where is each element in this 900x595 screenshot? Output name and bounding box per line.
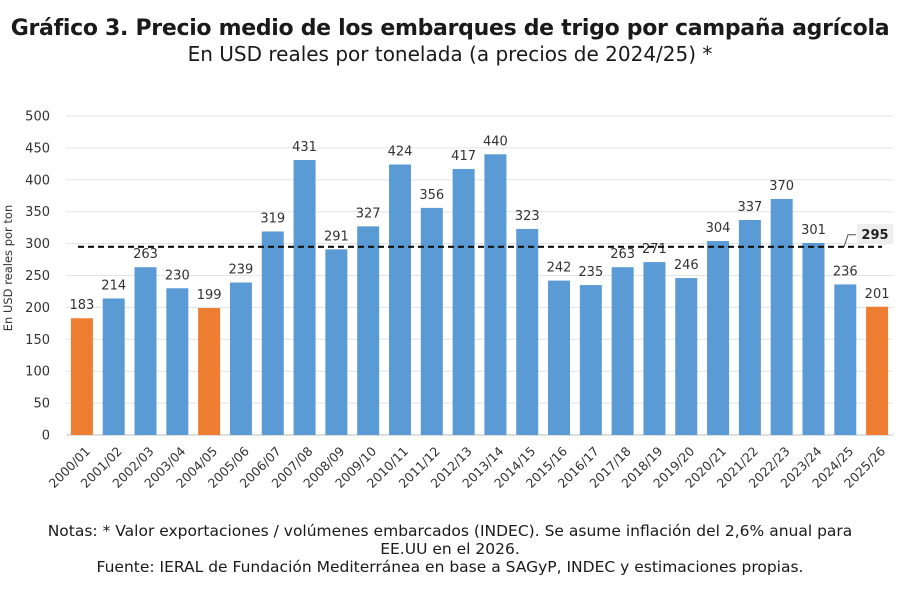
y-tick-label: 450 [25, 141, 50, 156]
bar-2012-13 [452, 168, 475, 436]
bar-2001-02 [102, 298, 125, 435]
bars [70, 154, 889, 436]
bar-2011-12 [420, 207, 443, 435]
bar-2021-22 [738, 219, 761, 435]
data-label: 304 [706, 221, 731, 236]
y-tick-label: 200 [25, 301, 50, 316]
notes-line-1: Notas: * Valor exportaciones / volúmenes… [47, 522, 853, 540]
y-tick-label: 100 [25, 365, 50, 380]
bar-2018-19 [643, 262, 666, 435]
data-label: 235 [578, 265, 603, 280]
data-label: 183 [69, 298, 94, 313]
data-label: 323 [515, 209, 540, 224]
data-label: 291 [324, 229, 349, 244]
data-label: 440 [483, 134, 508, 149]
bar-2010-11 [388, 164, 411, 435]
data-label: 236 [833, 264, 858, 279]
data-label: 431 [292, 140, 317, 155]
gridlines [66, 115, 893, 436]
bar-2006-07 [261, 231, 284, 435]
data-label: 271 [642, 242, 667, 257]
bar-2007-08 [293, 160, 316, 435]
data-label: 356 [419, 188, 444, 203]
bar-2020-21 [707, 241, 730, 435]
reference-line-group: 295 [78, 223, 893, 248]
notes-line-2: EE.UU en el 2026. [380, 540, 520, 558]
y-tick-label: 400 [25, 173, 50, 188]
bar-2019-20 [675, 278, 698, 435]
data-label: 370 [769, 179, 794, 194]
data-label: 246 [674, 258, 699, 273]
bar-2025-26 [866, 306, 889, 435]
data-label: 424 [388, 144, 413, 159]
bar-2024-25 [834, 284, 857, 435]
reference-label-box [857, 223, 893, 244]
reference-callout-line [843, 234, 856, 247]
data-label: 301 [801, 223, 826, 238]
data-label: 327 [356, 206, 381, 221]
data-label: 201 [865, 287, 890, 302]
data-label: 337 [737, 200, 762, 215]
bar-2014-15 [516, 228, 539, 435]
y-axis-ticks: 0 50 100 150 200 250 300 350 400 450 500 [25, 110, 50, 444]
data-label: 319 [260, 211, 285, 226]
bar-2015-16 [548, 280, 571, 435]
data-label: 239 [229, 263, 254, 278]
bar-2013-14 [484, 154, 507, 435]
bar-2009-10 [357, 226, 380, 435]
bar-2002-03 [134, 267, 157, 435]
bar-2016-17 [579, 285, 602, 435]
bar-2022-23 [770, 198, 793, 435]
notes-source: Fuente: IERAL de Fundación Mediterránea … [96, 558, 804, 576]
bar-2023-24 [802, 242, 825, 435]
y-tick-label: 250 [25, 269, 50, 284]
bar-2004-05 [198, 308, 221, 435]
y-tick-label: 50 [33, 397, 50, 412]
y-tick-label: 150 [25, 333, 50, 348]
data-label: 242 [547, 261, 572, 276]
y-tick-label: 350 [25, 205, 50, 220]
data-label: 214 [101, 278, 126, 293]
bar-chart: 0 50 100 150 200 250 300 350 400 450 500 183 214 263… [1, 110, 893, 491]
data-label: 263 [610, 247, 635, 262]
x-axis-ticks: 2000/012001/022002/032003/042004/052005/… [46, 443, 889, 490]
bar-2003-04 [166, 288, 189, 435]
y-axis-label: En USD reales por ton [1, 205, 15, 332]
data-label: 199 [197, 288, 222, 303]
y-tick-label: 0 [42, 429, 50, 444]
y-tick-label: 500 [25, 110, 50, 125]
data-labels: 183 214 263 230 199 239 319 431 291 327 424 356 417 4… [69, 134, 889, 313]
bar-2005-06 [229, 282, 252, 435]
data-label: 230 [165, 268, 190, 283]
y-tick-label: 300 [25, 237, 50, 252]
chart-subtitle: En USD reales por tonelada (a precios de… [187, 42, 713, 66]
chart-title: Gráfico 3. Precio medio de los embarques… [10, 16, 890, 41]
reference-label: 295 [861, 228, 888, 243]
data-label: 417 [451, 149, 476, 164]
bar-2000-01 [70, 318, 93, 435]
bar-2017-18 [611, 267, 634, 435]
bar-2008-09 [325, 249, 348, 435]
data-label: 263 [133, 247, 158, 262]
chart-notes: Notas: * Valor exportaciones / volúmenes… [0, 522, 900, 576]
